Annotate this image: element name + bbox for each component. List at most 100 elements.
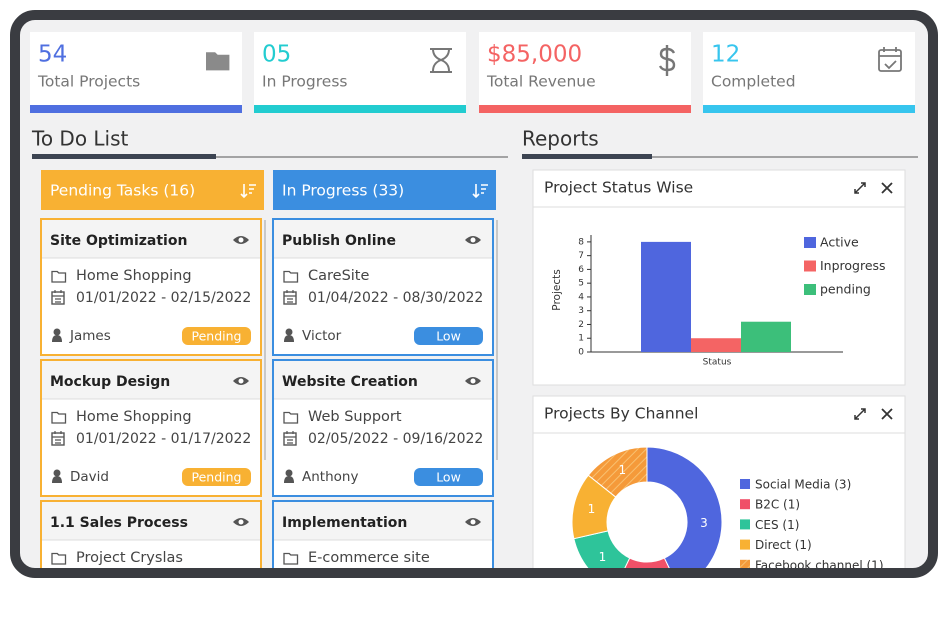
status-badge-text: Low bbox=[436, 470, 461, 485]
task-card-header bbox=[274, 220, 492, 258]
task-title: 1.1 Sales Process bbox=[50, 515, 188, 531]
view-icon bbox=[238, 237, 244, 243]
column-title: Pending Tasks (16) bbox=[50, 182, 195, 200]
status-badge-text: Pending bbox=[192, 470, 242, 485]
legend-swatch bbox=[740, 499, 750, 510]
calendar-icon bbox=[878, 49, 902, 72]
column-title: In Progress (33) bbox=[282, 182, 404, 200]
legend-label: Inprogress bbox=[820, 258, 886, 273]
close-icon[interactable] bbox=[881, 182, 893, 194]
bar[interactable] bbox=[691, 338, 741, 352]
view-icon bbox=[470, 378, 476, 384]
task-title: Site Optimization bbox=[50, 233, 187, 249]
folder-icon bbox=[51, 411, 67, 424]
legend-label: Facebook channel (1) bbox=[755, 558, 884, 572]
bar[interactable] bbox=[741, 321, 791, 352]
folder-icon bbox=[283, 270, 299, 283]
y-tick-label: 8 bbox=[578, 237, 584, 247]
donut-chart: 3 Social Media (3) 1 B2C (1) 1 CES (1) 1 Direct… bbox=[571, 446, 884, 597]
expand-icon[interactable] bbox=[854, 408, 866, 420]
stat-card bbox=[254, 32, 466, 105]
scrollbar bbox=[264, 220, 266, 460]
task-title: Implementation bbox=[282, 515, 407, 531]
view-icon bbox=[238, 519, 244, 525]
y-tick-label: 6 bbox=[578, 265, 584, 275]
sort-icon[interactable] bbox=[240, 184, 256, 199]
task-project: Project Cryslas bbox=[76, 550, 183, 566]
y-tick-label: 4 bbox=[578, 292, 584, 302]
section-accent bbox=[522, 154, 652, 159]
donut-slice[interactable] bbox=[646, 446, 723, 590]
stat-bar bbox=[479, 105, 691, 113]
legend-swatch bbox=[804, 260, 816, 272]
task-assignee: Victor bbox=[302, 328, 342, 344]
stat-value: 12 bbox=[711, 42, 740, 68]
status-badge bbox=[182, 468, 251, 486]
section-accent bbox=[32, 154, 216, 159]
section-title: Reports bbox=[522, 127, 599, 151]
task-project: CareSite bbox=[308, 268, 369, 284]
view-icon bbox=[470, 237, 476, 243]
legend-label: Direct (1) bbox=[755, 538, 812, 552]
user-icon bbox=[52, 335, 62, 342]
y-tick-label: 5 bbox=[578, 279, 584, 289]
y-tick-label: 0 bbox=[578, 348, 584, 358]
task-project: Web Support bbox=[308, 409, 402, 425]
expand-icon[interactable] bbox=[854, 182, 866, 194]
stat-label: In Progress bbox=[262, 73, 347, 91]
task-card-header bbox=[42, 502, 260, 540]
bar[interactable] bbox=[641, 241, 691, 352]
task-dates: 01/01/2022 - 01/17/2022 bbox=[76, 431, 251, 447]
section-title: To Do List bbox=[31, 127, 129, 151]
view-icon bbox=[470, 519, 476, 525]
task-dates: 01/04/2022 - 08/30/2022 bbox=[308, 290, 483, 306]
task-title: Publish Online bbox=[282, 233, 396, 249]
legend-swatch bbox=[740, 519, 750, 530]
task-dates: 02/05/2022 - 09/16/2022 bbox=[308, 431, 483, 447]
folder-icon bbox=[283, 411, 299, 424]
stat-value: 54 bbox=[38, 42, 67, 68]
calendar-icon bbox=[283, 432, 297, 446]
column-header bbox=[41, 170, 264, 210]
donut-slice[interactable] bbox=[587, 446, 648, 498]
task-title: Mockup Design bbox=[50, 374, 170, 390]
legend-swatch bbox=[740, 559, 750, 568]
legend-label: Social Media (3) bbox=[755, 478, 851, 492]
stat-bar bbox=[30, 105, 242, 113]
task-assignee: Anthony bbox=[302, 469, 358, 485]
panel-title: Project Status Wise bbox=[544, 179, 693, 197]
donut-slice[interactable] bbox=[613, 557, 681, 597]
stat-card bbox=[479, 32, 691, 105]
task-project: Home Shopping bbox=[76, 409, 192, 425]
slice-label: 1 bbox=[588, 502, 596, 516]
slice-label: 1 bbox=[618, 463, 626, 477]
stat-label: Total Projects bbox=[37, 73, 140, 91]
legend-label: B2C (1) bbox=[755, 498, 800, 512]
y-axis-label: Projects bbox=[551, 269, 563, 310]
user-icon bbox=[285, 328, 293, 336]
y-tick-label: 3 bbox=[578, 306, 584, 316]
status-badge-text: Low bbox=[436, 329, 461, 344]
user-icon bbox=[284, 476, 294, 483]
sort-icon[interactable] bbox=[472, 184, 488, 199]
dollar-icon bbox=[658, 45, 676, 76]
y-tick-label: 2 bbox=[578, 320, 584, 330]
calendar-icon bbox=[879, 47, 901, 70]
folder-icon bbox=[51, 270, 67, 283]
user-icon bbox=[284, 335, 294, 342]
calendar-icon bbox=[52, 290, 64, 303]
legend-label: CES (1) bbox=[755, 518, 799, 532]
close-icon[interactable] bbox=[881, 408, 893, 420]
calendar-icon bbox=[52, 431, 64, 444]
view-icon bbox=[238, 378, 244, 384]
calendar-icon bbox=[284, 290, 296, 303]
stat-label: Completed bbox=[711, 73, 796, 91]
task-title: Website Creation bbox=[282, 374, 418, 390]
scrollbar bbox=[496, 220, 498, 460]
user-icon bbox=[285, 469, 293, 477]
status-badge bbox=[182, 327, 251, 345]
y-tick-label: 7 bbox=[578, 251, 584, 261]
task-assignee: David bbox=[70, 469, 109, 485]
